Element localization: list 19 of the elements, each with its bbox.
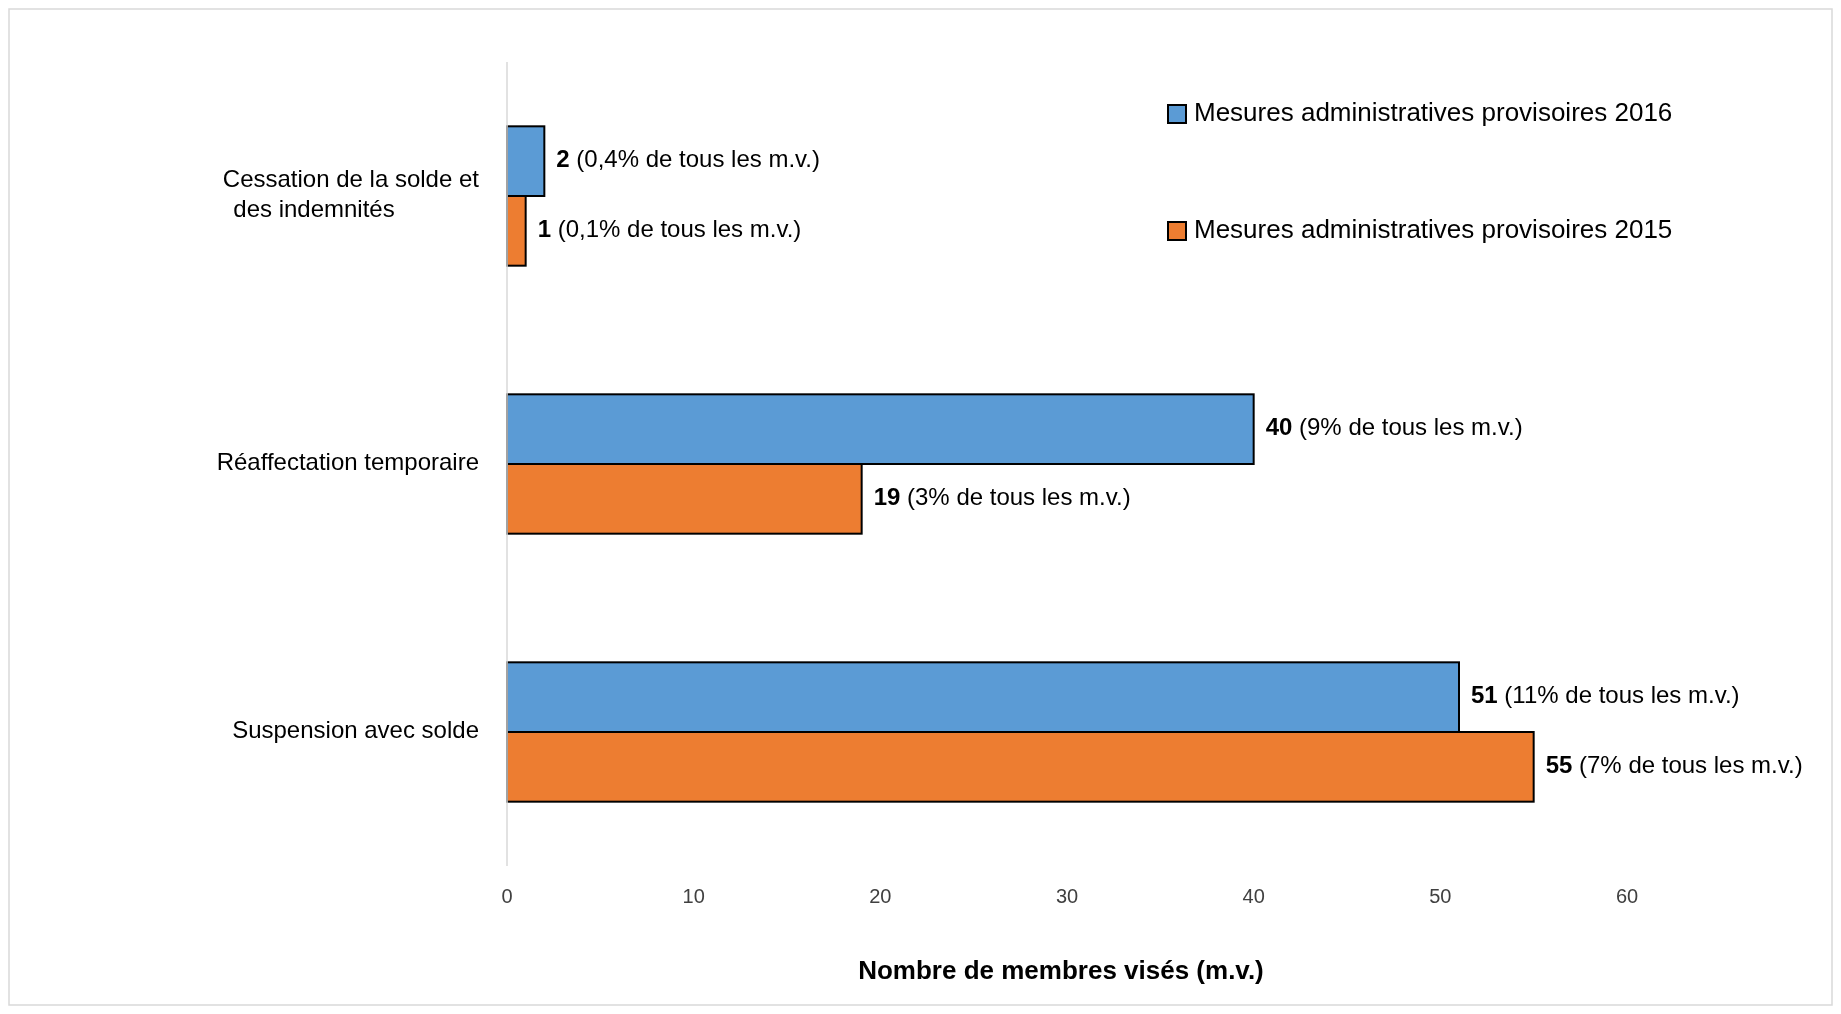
- data-label: 51 (11% de tous les m.v.): [1471, 681, 1740, 709]
- data-label: 19 (3% de tous les m.v.): [873, 483, 1131, 511]
- data-label: 40 (9% de tous les m.v.): [1265, 413, 1523, 441]
- x-tick-label: 40: [1242, 885, 1265, 908]
- x-tick-label: 30: [1055, 885, 1079, 908]
- data-label: 55 (7% de tous les m.v.): [1545, 751, 1803, 779]
- x-tick-label: 0: [501, 885, 513, 908]
- legend-label: Mesures administratives provisoires 2016: [1194, 96, 1673, 127]
- data-label: 2 (0,4% de tous les m.v.): [556, 145, 821, 173]
- x-tick-label: 10: [682, 885, 705, 908]
- x-axis-title: Nombre de membres visés (m.v.): [858, 954, 1264, 985]
- y-tick-label: Suspension avec solde: [232, 716, 479, 744]
- x-tick-label: 60: [1615, 885, 1639, 908]
- data-label: 1 (0,1% de tous les m.v.): [537, 215, 802, 243]
- legend-label: Mesures administratives provisoires 2015: [1194, 213, 1673, 244]
- x-tick-label: 50: [1429, 885, 1452, 908]
- x-tick-label: 20: [869, 885, 892, 908]
- y-tick-label: Réaffectation temporaire: [216, 448, 479, 476]
- y-tick-label: Cessation de la solde et des indemnités: [222, 165, 480, 223]
